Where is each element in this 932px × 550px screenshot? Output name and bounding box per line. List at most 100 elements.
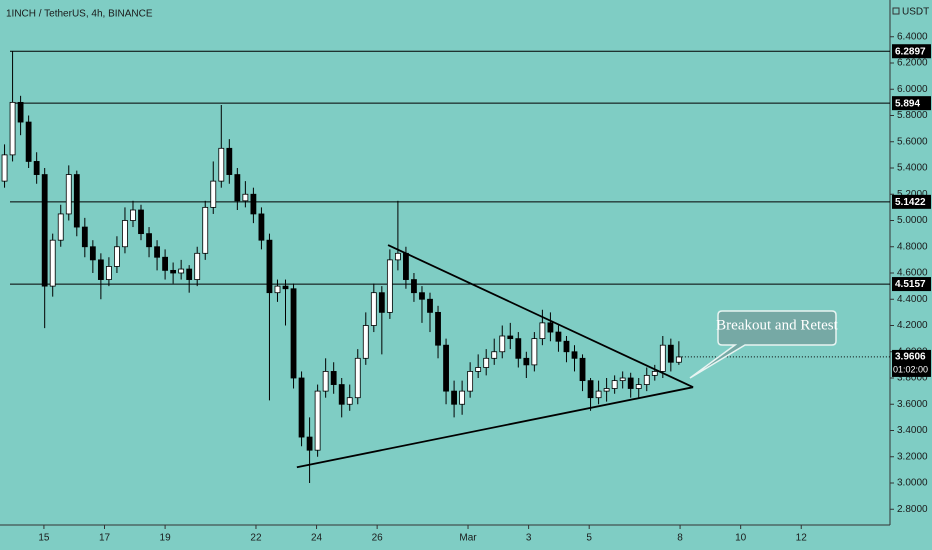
candle-body <box>306 436 313 451</box>
candle-body <box>170 269 177 274</box>
candle-body <box>210 180 217 208</box>
y-tick-label: 5.2000 <box>897 189 928 200</box>
candle-body <box>330 371 337 385</box>
candle-body <box>547 322 554 333</box>
candle-body <box>130 209 136 221</box>
annotation-callout: Breakout and Retest <box>689 310 839 379</box>
candle-body <box>290 288 297 379</box>
candle-body <box>667 344 674 363</box>
candle-body <box>89 246 96 261</box>
candle-body <box>378 292 385 313</box>
candle-body <box>443 344 449 392</box>
x-tick-label: 26 <box>372 533 384 544</box>
last-price-label: 3.9606 <box>895 352 926 363</box>
y-tick-label: 3.4000 <box>897 425 928 436</box>
level-label: 4.5157 <box>895 279 926 290</box>
x-tick-label: 17 <box>99 533 111 544</box>
y-tick-label: 3.8000 <box>897 373 928 384</box>
x-tick-label: 8 <box>677 533 683 544</box>
level-label: 6.2897 <box>895 46 926 57</box>
candle-body <box>97 259 104 280</box>
y-tick-label: 6.4000 <box>897 31 928 42</box>
candle-body <box>186 268 193 280</box>
candle-body <box>571 351 578 359</box>
candle-body <box>202 206 209 254</box>
candle-body <box>314 390 321 451</box>
candle-body <box>274 285 281 294</box>
candle-body <box>242 193 249 202</box>
candle-body <box>33 161 40 175</box>
y-tick-label: 4.8000 <box>897 241 928 252</box>
x-tick-label: 15 <box>38 533 50 544</box>
candle-body <box>507 335 514 340</box>
candle-body <box>531 338 538 366</box>
candle-body <box>539 322 546 340</box>
candle-body <box>659 344 666 372</box>
candle-body <box>611 380 618 389</box>
candle-body <box>603 388 610 392</box>
callout-box <box>689 310 837 379</box>
candle-body <box>258 213 265 241</box>
candle-body <box>154 246 160 258</box>
candle-body <box>282 285 289 290</box>
candle-body <box>435 311 441 346</box>
x-tick-label: Mar <box>459 533 477 544</box>
x-tick-label: 12 <box>796 533 808 544</box>
candle-body <box>25 121 32 162</box>
candle-body <box>250 193 257 215</box>
candle-body <box>162 256 168 271</box>
candle-body <box>579 357 586 382</box>
y-tick-label: 6.0000 <box>897 84 928 95</box>
candle-body <box>370 292 377 326</box>
candle-body <box>346 397 353 405</box>
candle-body <box>675 356 682 363</box>
candle-body <box>386 259 393 313</box>
currency-icon <box>892 7 900 15</box>
candle-body <box>194 252 201 280</box>
candle-body <box>81 226 88 248</box>
candle-body <box>57 213 64 241</box>
plot-area <box>1 50 890 483</box>
candle-body <box>635 384 642 389</box>
candle-body <box>17 101 24 123</box>
y-tick-label: 5.0000 <box>897 215 928 226</box>
candle-body <box>49 239 56 287</box>
callout-text: Breakout and Retest <box>716 317 838 333</box>
candle-body <box>587 380 594 399</box>
level-label: 5.1422 <box>895 197 926 208</box>
level-label-box <box>892 194 931 209</box>
candle-body <box>122 220 128 248</box>
candle-body <box>73 174 80 228</box>
level-label: 5.894 <box>895 98 920 109</box>
candle-body <box>643 374 650 385</box>
candle-body <box>1 154 8 182</box>
candle-body <box>403 252 409 280</box>
candle-body <box>475 367 482 372</box>
candle-body <box>627 377 634 389</box>
candle-body <box>354 357 361 399</box>
x-tick-label: 19 <box>160 533 172 544</box>
candle-body <box>555 331 562 342</box>
candle-body <box>65 174 72 215</box>
y-tick-label: 4.6000 <box>897 268 928 279</box>
trendline <box>387 244 694 389</box>
candle-body <box>226 147 233 175</box>
candle-body <box>523 357 530 366</box>
candle-body <box>619 377 626 382</box>
level-label-box <box>892 44 931 59</box>
candle-body <box>483 357 490 368</box>
candle-body <box>499 335 506 353</box>
candle-body <box>298 377 305 438</box>
candle-body <box>427 298 433 313</box>
candle-body <box>491 351 498 359</box>
x-tick-label: 5 <box>586 533 592 544</box>
candle-body <box>467 371 474 392</box>
y-tick-label: 3.2000 <box>897 451 928 462</box>
y-tick-label: 3.6000 <box>897 399 928 410</box>
candle-body <box>178 268 185 274</box>
x-tick-label: 22 <box>250 533 262 544</box>
y-tick-label: 5.8000 <box>897 110 928 121</box>
candle-body <box>41 174 48 287</box>
candle-body <box>419 292 425 300</box>
